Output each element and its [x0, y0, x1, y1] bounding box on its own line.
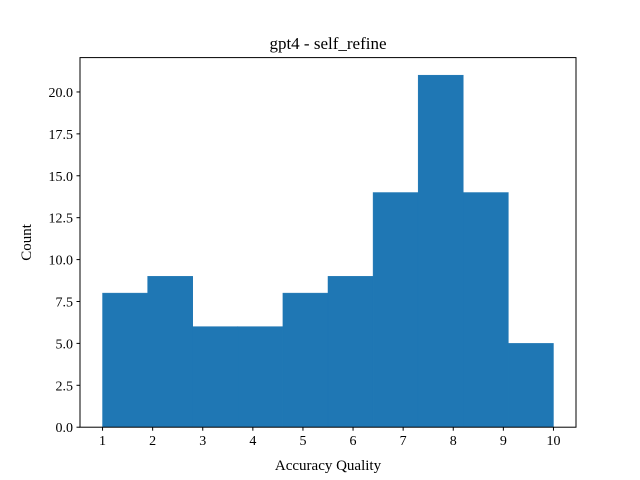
histogram-bar-10 [508, 343, 554, 428]
histogram-bar-5 [282, 292, 329, 428]
y-tick-label: 15.0 [49, 170, 74, 185]
x-tick-label: 5 [299, 434, 306, 449]
x-tick-label: 8 [450, 434, 457, 449]
plot-area [102, 74, 554, 428]
x-tick-label: 6 [350, 434, 357, 449]
y-tick-label: 20.0 [49, 86, 74, 101]
x-tick-label: 7 [400, 434, 407, 449]
x-tick-label: 9 [500, 434, 507, 449]
y-axis: 0.0 2.5 5.0 7.5 10.0 12.5 15.0 17.5 20.0 [49, 86, 80, 436]
histogram-bar-6 [327, 276, 374, 428]
x-tick-label: 3 [199, 434, 206, 449]
y-tick-label: 10.0 [49, 254, 74, 269]
y-axis-label: Count [19, 223, 35, 261]
histogram-bar-1 [102, 292, 148, 428]
y-tick-label: 5.0 [56, 337, 74, 352]
plot-frame [79, 57, 577, 428]
y-tick-label: 0.0 [56, 421, 74, 436]
y-tick-label: 12.5 [49, 212, 74, 227]
y-tick-label: 17.5 [49, 128, 74, 143]
histogram-bar-2 [147, 276, 193, 428]
histogram-bar-3 [192, 326, 239, 428]
x-axis-label: Accuracy Quality [275, 458, 382, 474]
x-tick-label: 2 [149, 434, 156, 449]
x-tick-label: 10 [546, 434, 560, 449]
y-tick-label: 7.5 [56, 295, 74, 310]
chart-title: gpt4 - self_refine [269, 34, 386, 53]
histogram-bar-4 [237, 326, 284, 428]
x-tick-label: 4 [249, 434, 256, 449]
y-tick-label: 2.5 [56, 379, 74, 394]
x-tick-label: 1 [99, 434, 106, 449]
histogram-bar-9 [463, 192, 509, 428]
x-axis: 1 2 3 4 5 6 7 8 9 10 [99, 427, 560, 449]
histogram-bar-7 [372, 192, 419, 428]
histogram-bar-8 [417, 74, 464, 428]
